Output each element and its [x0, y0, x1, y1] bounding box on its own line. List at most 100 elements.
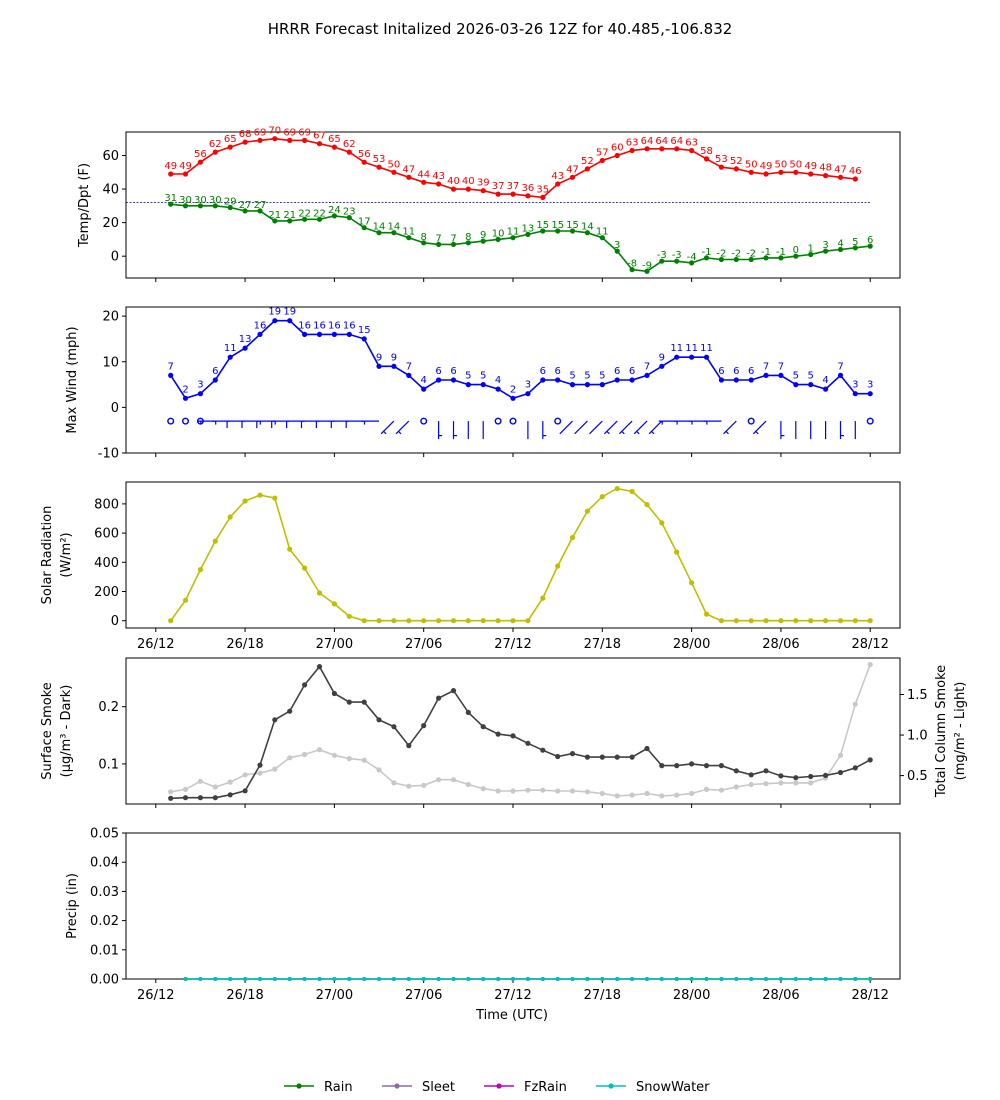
temperature-data-label: 60: [611, 143, 624, 154]
dewpoint-point: [584, 230, 591, 236]
legend-label-fzrain: FzRain: [524, 1080, 567, 1095]
solar-point: [302, 565, 308, 571]
temperature-point: [793, 169, 799, 175]
snow-water-point: [704, 977, 709, 981]
column-smoke-point: [257, 770, 263, 776]
snow-water-point: [258, 977, 262, 981]
dewpoint-data-label: 7: [435, 233, 441, 244]
dewpoint-point: [823, 248, 829, 254]
dewpoint-data-label: 1: [808, 244, 814, 255]
dewpoint-data-label: -2: [716, 249, 726, 260]
snow-water-point: [481, 977, 486, 981]
wind-point: [629, 377, 635, 383]
wind-point: [763, 372, 769, 378]
solar-point: [569, 534, 576, 541]
wind-point: [406, 372, 412, 378]
dewpoint-data-label: 27: [239, 200, 252, 211]
column-smoke-point: [421, 782, 427, 788]
solar-point: [703, 611, 710, 617]
dewpoint-data-label: 31: [164, 193, 177, 204]
temperature-data-label: 47: [834, 164, 847, 175]
temperature-data-label: 64: [670, 136, 683, 147]
legend-label-sleet: Sleet: [422, 1080, 455, 1095]
panel-smoke: 0.1 0.2 0.5 1.0 1.5 Surface Smoke (μg/m³ - Dar…: [40, 657, 968, 808]
precip-ytick-label: 0.03: [90, 885, 119, 900]
solar-xtick-label: 27/18: [584, 637, 621, 652]
dewpoint-point: [852, 245, 858, 251]
solar-point: [629, 488, 635, 495]
dewpoint-point: [867, 243, 873, 249]
dewpoint-data-label: 14: [373, 222, 386, 233]
wind-data-label: 3: [197, 380, 203, 391]
dewpoint-point: [227, 204, 233, 211]
dewpoint-point: [644, 268, 650, 274]
precip-axes-frame: [125, 832, 901, 980]
surface-smoke-point: [421, 723, 427, 729]
surface-smoke-point: [569, 751, 576, 757]
temperature-point: [540, 194, 546, 200]
wind-point: [450, 377, 457, 383]
dewpoint-data-label: 30: [209, 195, 222, 206]
temperature-data-label: 65: [328, 134, 341, 145]
dewpoint-data-label: 10: [492, 228, 505, 239]
temperature-data-label: 56: [194, 149, 207, 160]
dewpoint-point: [674, 258, 680, 264]
solar-point: [376, 618, 382, 624]
temperature-data-label: 37: [492, 181, 505, 192]
column-smoke-point: [689, 790, 695, 797]
snow-water-point: [793, 977, 798, 981]
solar-point: [316, 590, 323, 596]
wind-line: [170, 319, 871, 400]
wind-point: [644, 372, 650, 378]
column-smoke-point: [540, 787, 546, 793]
column-smoke-point: [644, 790, 650, 797]
smoke-right-ytick-label: 1.5: [907, 688, 928, 703]
temperature-point: [287, 137, 293, 143]
column-smoke-point: [242, 772, 248, 778]
temperature-point: [391, 169, 397, 175]
snow-water-point: [362, 977, 367, 981]
wind-point: [436, 377, 442, 383]
wind-data-label: 3: [867, 380, 873, 391]
wind-barb-half-flag: [651, 430, 655, 435]
smoke-right-ytick-label: 1.0: [907, 729, 928, 744]
snow-water-point: [391, 977, 396, 981]
temperature-data-label: 65: [224, 134, 237, 145]
temperature-data-label: 49: [164, 161, 177, 172]
temperature-data-label: 69: [254, 127, 267, 138]
solar-point: [257, 492, 263, 498]
dewpoint-data-label: 15: [566, 220, 579, 231]
dewpoint-point: [197, 203, 203, 209]
smoke-ytick-label: 0.1: [98, 757, 119, 772]
dewpoint-point: [733, 256, 739, 263]
solar-xtick-label: 27/06: [405, 637, 442, 652]
wind-data-label: 16: [343, 320, 356, 331]
wind-point: [465, 382, 471, 388]
temperature-point: [465, 186, 471, 192]
dewpoint-point: [302, 216, 308, 222]
smoke-axes-frame: [125, 657, 901, 805]
precip-ytick-label: 0.01: [90, 943, 119, 958]
solar-point: [778, 618, 784, 624]
wind-data-label: 6: [450, 366, 456, 377]
snow-water-point: [198, 977, 203, 981]
snow-water-point: [466, 977, 471, 981]
solar-point: [331, 601, 337, 607]
dewpoint-point: [376, 230, 382, 236]
snow-water-point: [451, 977, 456, 981]
surface-smoke-point: [778, 773, 784, 779]
column-smoke-point: [480, 786, 486, 792]
snow-water-point: [734, 977, 739, 981]
dewpoint-data-label: -1: [776, 247, 786, 258]
snow-water-point: [570, 977, 575, 981]
solar-y-axis-title: Solar Radiation (W/m²): [40, 506, 74, 605]
dewpoint-point: [525, 231, 531, 237]
wind-barb-calm: [509, 417, 517, 425]
temperature-point: [763, 171, 769, 177]
dewpoint-data-label: 3: [614, 240, 620, 251]
temp-ytick-label: 20: [102, 216, 119, 231]
temperature-data-label: 64: [641, 136, 654, 147]
dewpoint-data-label: 23: [343, 207, 356, 218]
temperature-point: [421, 179, 427, 185]
solar-point: [272, 495, 278, 501]
